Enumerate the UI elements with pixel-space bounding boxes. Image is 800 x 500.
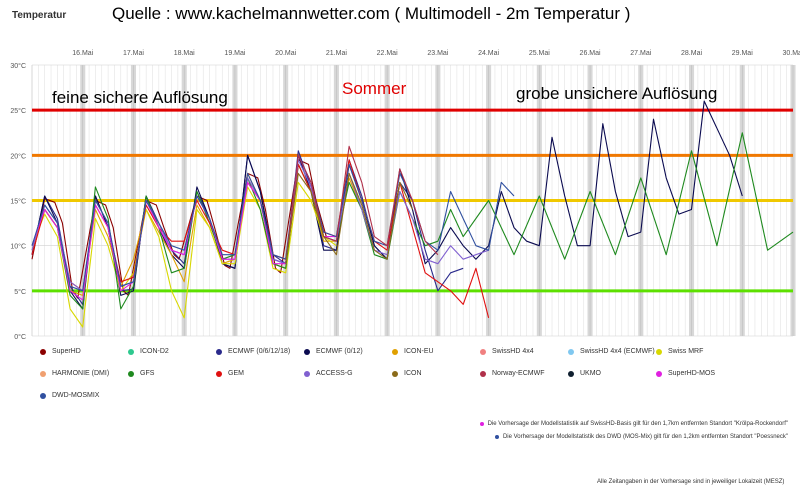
legend-note: Die Vorhersage der Modellstatistik des D… [494,434,788,440]
legend-dot [40,392,46,399]
legend-dot [392,370,398,377]
legend-item: ACCESS-G [304,370,353,377]
series-line-norway-ecmwf [285,145,439,264]
annotation-right: grobe unsichere Auflösung [516,84,717,103]
legend-item: SuperHD-MOS [656,370,715,377]
legend-item: ICON [392,370,422,377]
legend-item: DWD-MOSMIX [40,392,99,399]
x-tick-label: 28.Mai [681,50,702,57]
annotation-left: feine sichere Auflösung [52,88,228,107]
legend-dot [40,348,46,355]
legend-label: ECMWF (0/6/12/18) [228,348,291,355]
x-tick-label: 24.Mai [478,50,499,57]
legend-note: Die Vorhersage der Modellstatistik auf S… [479,421,788,427]
legend-label: Swiss MRF [668,348,704,355]
series-lines [31,100,794,328]
legend-dot [216,348,222,355]
x-tick-label: 19.Mai [224,50,245,57]
legend-item: SwissHD 4x4 [480,348,534,355]
y-axis-title: Temperatur [12,10,67,21]
x-tick-label: 22.Mai [377,50,398,57]
x-tick-label: 20.Mai [275,50,296,57]
legend-label: DWD-MOSMIX [52,392,100,399]
legend-item: SwissHD 4x4 (ECMWF) [568,348,655,355]
legend-dot [480,370,486,377]
legend-item: ICON-EU [392,348,434,355]
legend-note-dot [479,422,484,426]
y-tick-label: 5°C [14,288,26,296]
y-tick-label: 30°C [10,62,26,70]
series-line-dwd-mosmix [31,154,515,292]
legend-label: SuperHD-MOS [668,370,716,377]
y-tick-label: 15°C [10,198,26,206]
legend-dot [392,348,398,355]
y-tick-label: 10°C [10,243,26,251]
legend-dot [128,348,134,355]
legend-item: UKMO [568,370,601,377]
legend-note-dot [494,435,499,439]
legend-label: ECMWF (0/12) [316,348,363,355]
legend-item: GFS [128,370,154,377]
x-tick-label: 27.Mai [630,50,651,57]
legend-dot [568,370,574,377]
legend-item: ICON-D2 [128,348,169,355]
legend-label: HARMONIE (DMI) [52,370,110,377]
x-tick-label: 26.Mai [580,50,601,57]
x-tick-label: 25.Mai [529,50,550,57]
legend-dot [40,370,46,377]
legend-note-text: Die Vorhersage der Modellstatistik auf S… [487,421,788,427]
footnote: Alle Zeitangaben in der Vorhersage sind … [597,479,785,485]
y-tick-label: 0°C [14,333,26,340]
legend-item: GEM [216,370,244,377]
series-line-swiss-mrf [31,181,337,328]
legend-item: ECMWF (0/6/12/18) [216,348,290,355]
legend-dot [568,348,574,355]
legend-item: Swiss MRF [656,348,703,355]
y-tick-label: 20°C [10,152,26,160]
x-tick-label: 17.Mai [123,50,144,57]
y-axis-ticks: 0°C 5°C 10°C 15°C 20°C 25°C 30°C [10,62,26,340]
temperature-chart: 0°C5°C10°C15°C20°C25°C30°C 16.Mai 17.Mai 1… [10,50,800,340]
legend-label: GEM [228,370,244,377]
legend-label: ICON-D2 [140,348,169,355]
legend-dot [480,348,486,355]
legend-label: SwissHD 4x4 [492,348,534,355]
legend-item: SuperHD [40,348,81,355]
legend-label: SuperHD [52,348,81,355]
legend-item: Norway-ECMWF [480,370,545,377]
x-tick-label: 29.Mai [732,50,753,57]
legend-label: SwissHD 4x4 (ECMWF) [580,348,655,355]
legend-item: HARMONIE (DMI) [40,370,109,377]
legend-dot [656,348,662,355]
x-tick-label: 18.Mai [174,50,195,57]
legend-dot [304,370,310,377]
x-tick-label: 21.Mai [326,50,347,57]
x-tick-label: 23.Mai [427,50,448,57]
chart-title: Quelle : www.kachelmannwetter.com ( Mult… [112,4,631,23]
legend-label: GFS [140,370,155,377]
legend-label: ICON [404,370,422,377]
x-tick-label: 30.Mai [782,50,800,57]
legend-label: ACCESS-G [316,370,353,377]
legend-dot [216,370,222,377]
legend-item: ECMWF (0/12) [304,348,363,355]
legend-dot [656,370,662,377]
legend-label: UKMO [580,370,601,377]
legend-dot [128,370,134,377]
annotation-center: Sommer [342,79,407,98]
legend-note-text: Die Vorhersage der Modellstatistik des D… [502,434,788,440]
x-axis-ticks: 16.Mai 17.Mai 18.Mai 19.Mai 20.Mai 21.Mai 22.M… [72,50,800,57]
x-tick-label: 16.Mai [72,50,93,57]
legend-label: ICON-EU [404,348,434,355]
y-tick-label: 25°C [10,107,26,115]
series-line-icon [285,172,413,264]
legend-dot [304,348,310,355]
legend-label: Norway-ECMWF [492,370,545,377]
